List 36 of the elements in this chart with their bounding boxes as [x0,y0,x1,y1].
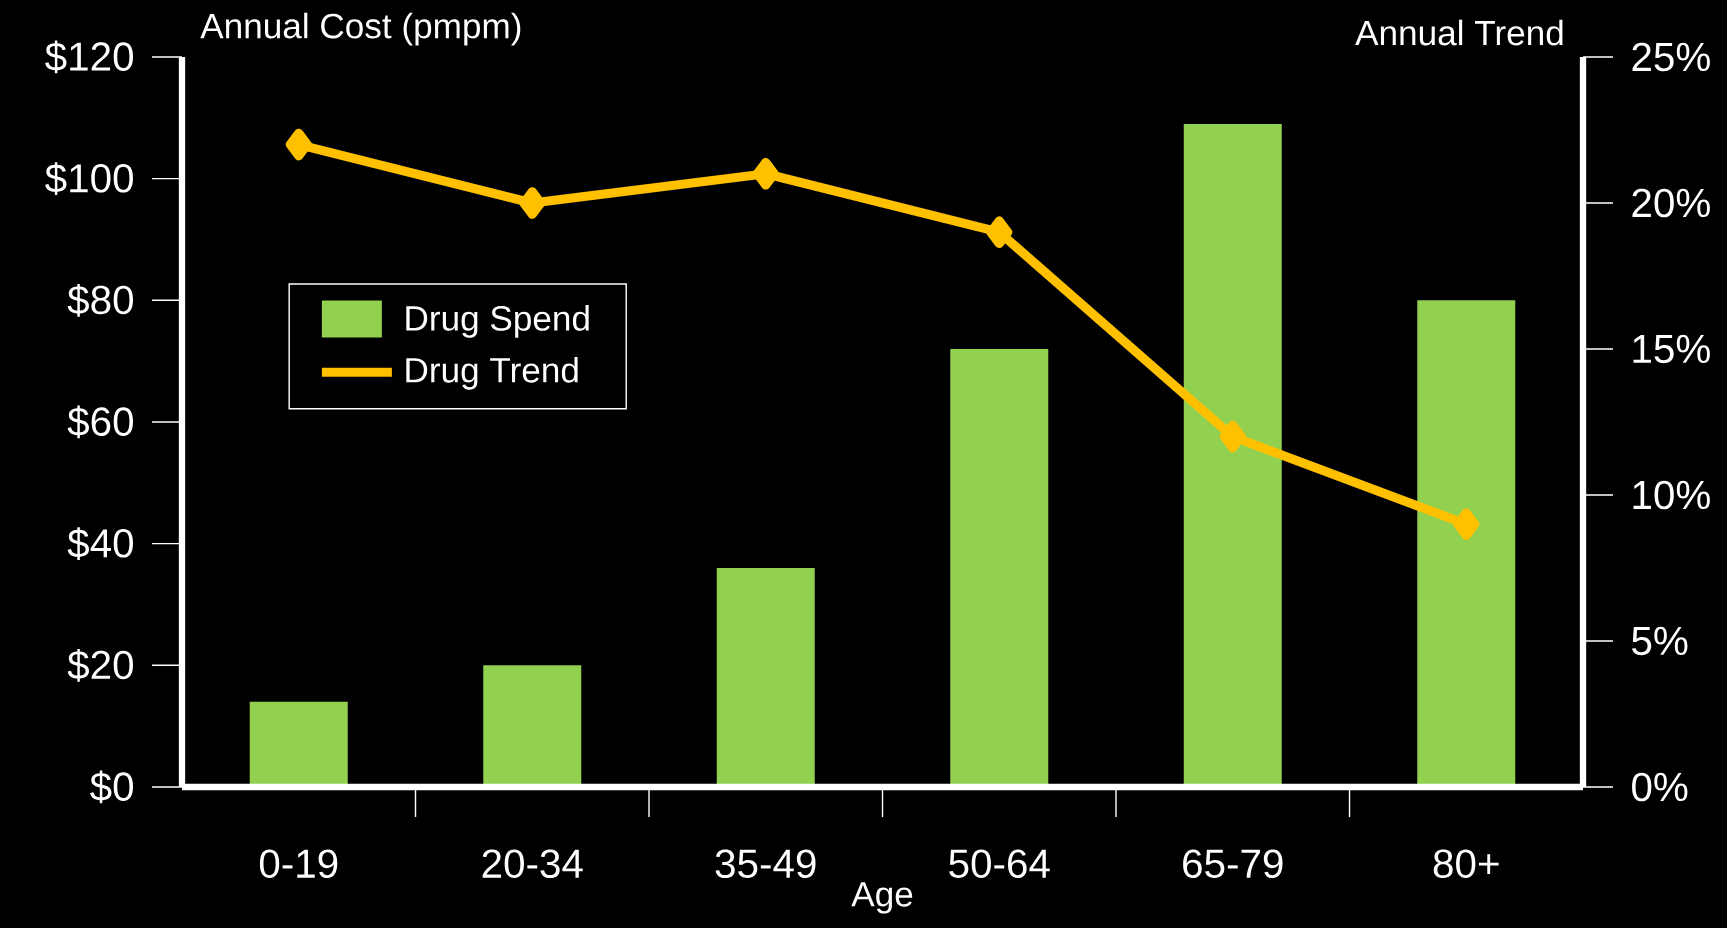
bar [483,665,582,787]
y2-tick-label: 20% [1632,188,1710,218]
y2-tick-label: 25% [1632,42,1710,72]
x-tick-label: 80+ [1433,849,1499,879]
x-tick-label: 20-34 [482,849,583,879]
x-tick-label: 35-49 [715,849,816,879]
point [752,157,779,190]
y-tick-label: $100 [45,162,133,196]
x-tick-label: 65-79 [1183,849,1283,879]
y2-tick-label: 5% [1632,626,1688,656]
point [1453,508,1480,540]
y-tick-label: $60 [67,405,133,439]
y2-axis-title: Annual Trend [1355,19,1563,46]
point [1219,420,1246,453]
point [986,216,1013,248]
point [519,187,546,219]
y2-tick-label: 0% [1632,772,1688,802]
bar [249,701,348,787]
x-tick-label: 0-19 [259,849,338,879]
bar [950,348,1049,787]
bar [1183,123,1282,787]
y2-tick-label: 10% [1633,480,1710,510]
legend-label: Drug Spend [406,305,589,338]
y-axis-title: Annual Cost (pmpm) [200,12,521,46]
point [285,128,312,161]
legend-label: Drug Trend [406,356,578,390]
y-tick-label: $20 [67,648,133,682]
y-tick-label: $120 [45,40,133,74]
y-tick-label: $40 [67,527,133,561]
y-tick-label: $0 [90,770,133,804]
bar [716,567,815,787]
y-tick-label: $80 [67,283,133,317]
y2-tick-label: 15% [1633,334,1710,364]
x-tick-label: 50-64 [949,849,1050,879]
bar [1417,300,1516,787]
x-axis-title: Age [851,882,913,914]
